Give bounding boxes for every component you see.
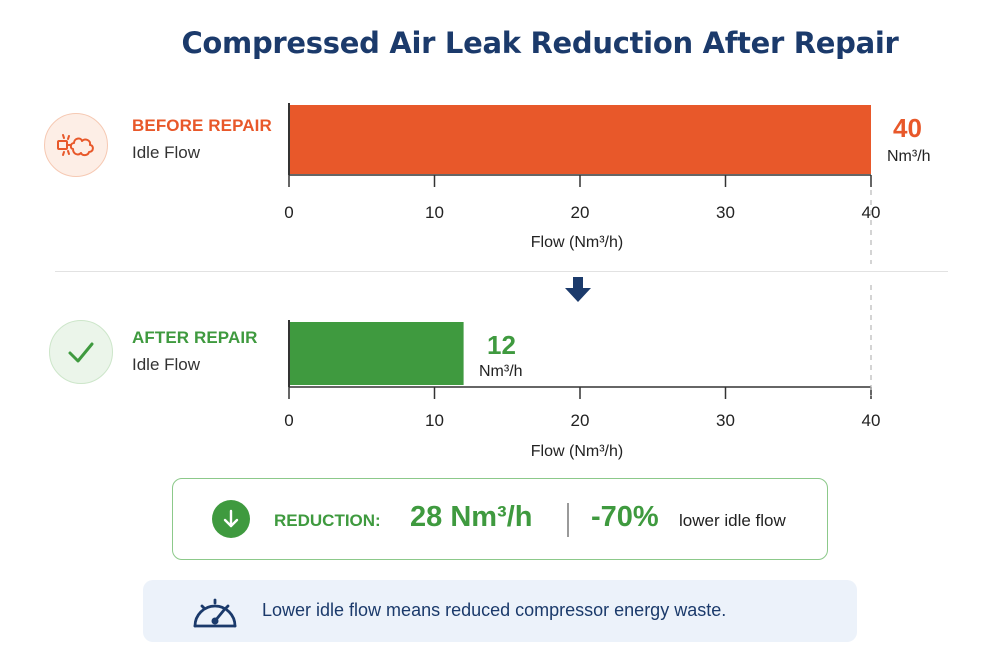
chart-title: Compressed Air Leak Reduction After Repa… [181,26,899,60]
x-tick-label-1-40: 40 [862,411,881,430]
before-value-label: 40 [893,113,922,143]
after-repair-label: AFTER REPAIR [132,328,258,347]
bar-charts: 0 10 20 30 40 Flow (Nm³/h) 0 10 20 30 40 Flow (Nm³… [284,103,880,460]
x-tick-label-1-20: 20 [571,411,590,430]
checkmark-icon [49,320,113,384]
arrow-down-circle-icon [212,500,250,538]
reduction-description: lower idle flow [679,511,786,530]
x-tick-label-1-0: 0 [284,411,293,430]
x-tick-label-0-20: 20 [571,203,590,222]
reduction-amount: 28 Nm³/h [410,501,533,533]
after-category-label: Idle Flow [132,355,201,374]
reduction-label: REDUCTION: [274,511,381,530]
after-chart: 0 10 20 30 40 Flow (Nm³/h) [284,285,880,460]
x-tick-label-0-10: 10 [425,203,444,222]
after-unit-label: Nm³/h [479,363,523,380]
before-repair-label: BEFORE REPAIR [132,116,272,135]
reduction-percent: -70% [591,501,659,533]
x-tick-label-1-10: 10 [425,411,444,430]
arrow-down-icon [565,277,591,302]
x-axis-label-1: Flow (Nm³/h) [531,443,623,460]
before-unit-label: Nm³/h [887,148,931,165]
x-tick-label-0-30: 30 [716,203,735,222]
energy-note: Lower idle flow means reduced compressor… [143,580,857,642]
x-axis-label-0: Flow (Nm³/h) [531,234,623,251]
before-category-label: Idle Flow [132,143,201,162]
bar-1 [289,322,464,385]
note-text: Lower idle flow means reduced compressor… [262,600,727,620]
air-leak-icon [44,113,108,177]
x-tick-label-1-30: 30 [716,411,735,430]
gauge-icon [189,592,241,637]
section-divider [55,271,948,272]
bar-0 [289,105,871,174]
reduction-summary: REDUCTION: 28 Nm³/h -70% lower idle flow [172,478,828,560]
reduction-separator [567,503,569,537]
x-tick-label-0-0: 0 [284,203,293,222]
after-value-label: 12 [487,330,516,360]
